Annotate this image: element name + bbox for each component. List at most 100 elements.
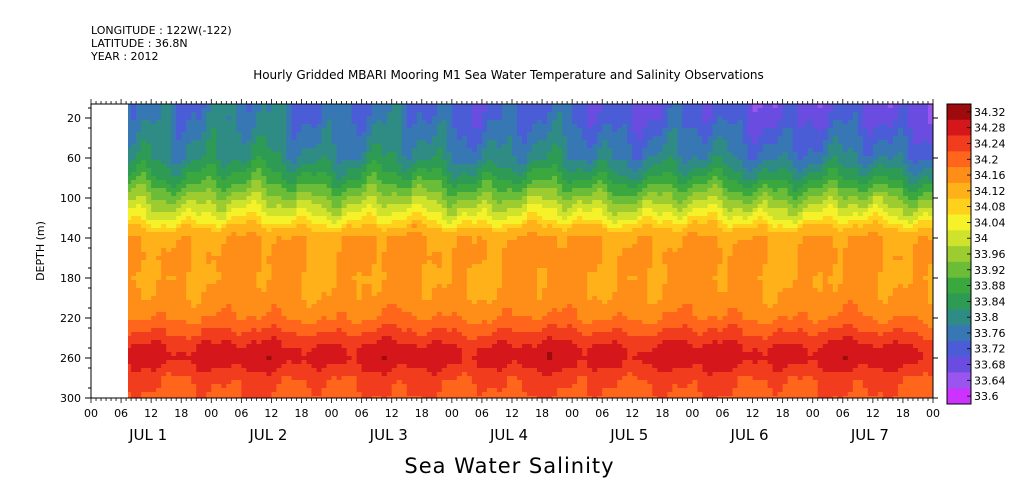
heatmap-cell xyxy=(341,160,348,165)
heatmap-cell xyxy=(356,220,363,225)
heatmap-cell xyxy=(406,348,413,353)
heatmap-cell xyxy=(391,140,398,145)
heatmap-cell xyxy=(456,164,463,169)
heatmap-cell xyxy=(366,168,373,173)
heatmap-cell xyxy=(236,292,242,297)
heatmap-cell xyxy=(341,304,348,309)
heatmap-cell xyxy=(301,380,308,385)
heatmap-cell xyxy=(311,144,318,149)
heatmap-cell xyxy=(286,172,293,177)
heatmap-cell xyxy=(206,248,212,253)
heatmap-cell xyxy=(176,224,182,229)
heatmap-cell xyxy=(446,292,453,297)
heatmap-cell xyxy=(346,296,353,301)
heatmap-cell xyxy=(361,144,368,149)
heatmap-cell xyxy=(441,292,448,297)
heatmap-cell xyxy=(191,152,197,157)
heatmap-cell xyxy=(206,304,212,309)
heatmap-cell xyxy=(401,248,408,253)
heatmap-cell xyxy=(276,228,283,233)
heatmap-cell xyxy=(161,360,167,365)
heatmap-cell xyxy=(341,396,348,398)
heatmap-cell xyxy=(431,176,438,181)
heatmap-cell xyxy=(376,308,383,313)
heatmap-cell xyxy=(296,192,303,197)
heatmap-cell xyxy=(386,156,393,161)
heatmap-cell xyxy=(386,260,393,265)
heatmap-cell xyxy=(181,380,187,385)
heatmap-cell xyxy=(136,116,142,121)
heatmap-cell xyxy=(326,224,333,229)
heatmap-cell xyxy=(281,264,288,269)
heatmap-cell xyxy=(416,300,423,305)
heatmap-cell xyxy=(421,128,428,133)
heatmap-cell xyxy=(128,200,132,205)
heatmap-cell xyxy=(216,216,222,221)
heatmap-cell xyxy=(236,116,242,121)
heatmap-cell xyxy=(171,196,177,201)
heatmap-cell xyxy=(246,372,252,377)
heatmap-cell xyxy=(211,356,217,361)
heatmap-cell xyxy=(316,228,323,233)
heatmap-cell xyxy=(276,144,283,149)
heatmap-cell xyxy=(376,156,383,161)
heatmap-cell xyxy=(281,260,288,265)
heatmap-cell xyxy=(406,172,413,177)
heatmap-cell xyxy=(446,156,453,161)
heatmap-cell xyxy=(436,296,443,301)
heatmap-cell xyxy=(411,224,418,229)
heatmap-cell xyxy=(166,332,172,337)
heatmap-cell xyxy=(196,260,202,265)
heatmap-cell xyxy=(311,284,318,289)
heatmap-cell xyxy=(401,396,408,398)
heatmap-cell xyxy=(131,388,137,393)
heatmap-cell xyxy=(451,332,458,337)
heatmap-cell xyxy=(151,248,157,253)
heatmap-cell xyxy=(306,144,313,149)
heatmap-cell xyxy=(136,180,142,185)
heatmap-cell xyxy=(231,136,237,141)
heatmap-cell xyxy=(351,324,358,329)
heatmap-cell xyxy=(366,152,373,157)
heatmap-cell xyxy=(386,352,393,357)
heatmap-cell xyxy=(401,108,408,113)
heatmap-cell xyxy=(306,392,313,397)
heatmap-cell xyxy=(376,120,383,125)
heatmap-cell xyxy=(261,132,268,137)
heatmap-cell xyxy=(171,136,177,141)
heatmap-cell xyxy=(231,148,237,153)
heatmap-cell xyxy=(246,396,252,398)
heatmap-cell xyxy=(216,392,222,397)
heatmap-cell xyxy=(316,116,323,121)
heatmap-cell xyxy=(161,152,167,157)
heatmap-cell xyxy=(246,268,252,273)
heatmap-cell xyxy=(136,360,142,365)
heatmap-cell xyxy=(181,212,187,217)
heatmap-cell xyxy=(246,316,252,321)
heatmap-cell xyxy=(226,284,232,289)
heatmap-cell xyxy=(391,228,398,233)
heatmap-cell xyxy=(131,220,137,225)
heatmap-cell xyxy=(326,200,333,205)
heatmap-cell xyxy=(226,184,232,189)
heatmap-cell xyxy=(381,180,388,185)
heatmap-cell xyxy=(141,216,147,221)
heatmap-cell xyxy=(376,228,383,233)
heatmap-cell xyxy=(266,336,273,341)
heatmap-cell xyxy=(326,220,333,225)
heatmap-cell xyxy=(381,324,388,329)
heatmap-cell xyxy=(156,260,162,265)
heatmap-cell xyxy=(421,352,428,357)
heatmap-cell xyxy=(371,284,378,289)
heatmap-cell xyxy=(381,360,388,365)
heatmap-cell xyxy=(151,320,157,325)
heatmap-cell xyxy=(236,352,242,357)
heatmap-cell xyxy=(381,132,388,137)
heatmap-cell xyxy=(286,136,293,141)
heatmap-cell xyxy=(346,172,353,177)
heatmap-cell xyxy=(416,396,423,398)
heatmap-cell xyxy=(216,188,222,193)
heatmap-cell xyxy=(216,316,222,321)
heatmap-cell xyxy=(456,172,463,177)
heatmap-cell xyxy=(241,388,247,393)
